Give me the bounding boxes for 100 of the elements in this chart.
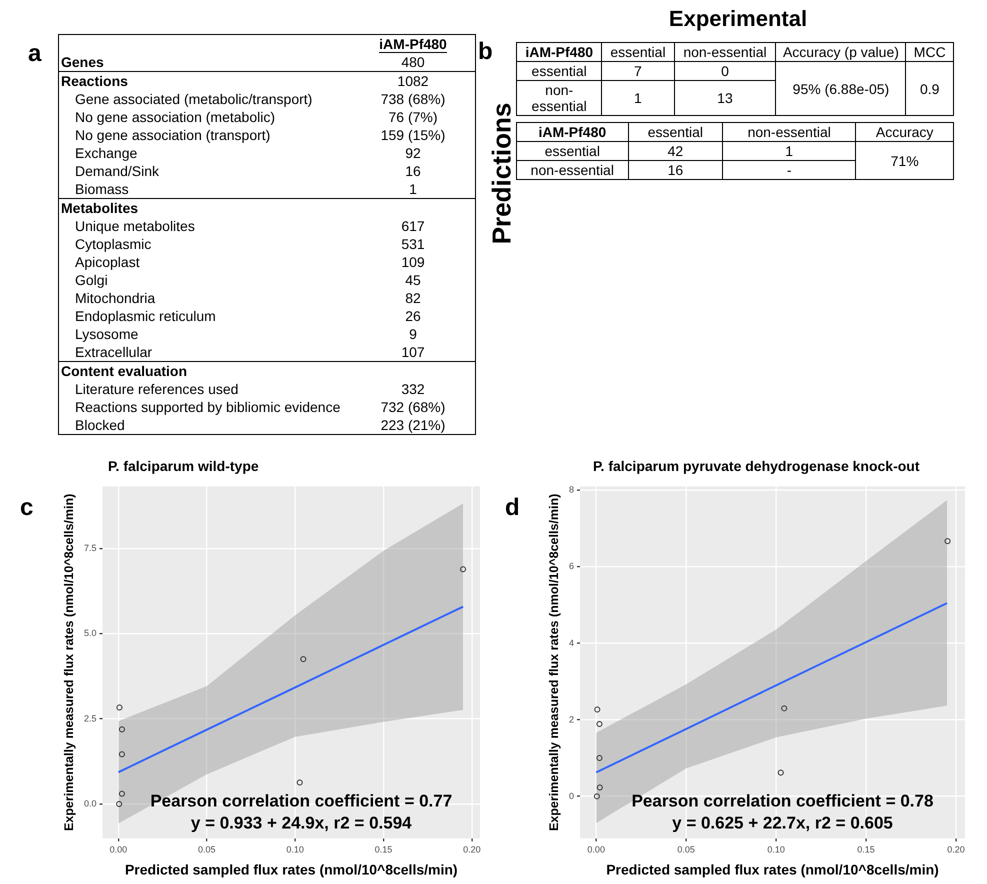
text: 0.9 <box>920 80 940 96</box>
category-label: Accuracy <box>876 124 934 140</box>
category-label: Gene associated (metabolic/transport) <box>75 91 312 107</box>
text: Predictions <box>486 102 518 244</box>
x-tick-label: 0.20 <box>947 844 965 854</box>
text: 223 (21%) <box>380 417 446 433</box>
text: 13 <box>717 90 733 106</box>
text: d <box>505 494 520 522</box>
text: 738 (68%) <box>380 91 446 107</box>
category-label: Biomass <box>75 181 129 197</box>
text: 0 <box>721 63 729 79</box>
point <box>118 751 125 758</box>
text: 1 <box>634 90 642 106</box>
point <box>596 721 602 727</box>
category-label: Lysosome <box>75 326 138 342</box>
y-axis-title: Experimentally measured flux rates (nmol/10^8cells/min) <box>546 494 561 832</box>
y-tick-label: 7.5 <box>84 542 97 553</box>
x-tick-label: 0.15 <box>374 844 392 854</box>
category-label: Cytoplasmic <box>75 236 152 252</box>
point <box>118 790 125 797</box>
text: Experimental <box>668 6 808 32</box>
category-label: non-essential <box>530 162 614 178</box>
point <box>596 755 602 762</box>
category-label: Reactions supported by bibliomic evidence <box>75 399 340 415</box>
text: 45 <box>405 272 421 288</box>
category-label: Genes <box>61 54 104 70</box>
point <box>118 726 125 732</box>
category-label: Endoplasmic reticulum <box>75 308 216 324</box>
category-label: essential <box>544 143 600 159</box>
text: 1 <box>785 143 794 159</box>
point <box>116 800 122 807</box>
x-tick-label: 0.05 <box>198 844 216 854</box>
y-tick-label: 2.5 <box>84 713 97 724</box>
x-axis-title: Predicted sampled flux rates (nmol/10^8cells/min) <box>606 861 939 878</box>
text: 16 <box>405 163 421 179</box>
x-tick-label: 0.10 <box>767 844 785 854</box>
text: a <box>28 40 42 68</box>
y-tick-label: 0 <box>568 790 574 801</box>
category-label: No gene association (transport) <box>75 127 270 143</box>
text: 95% (6.88e-05) <box>792 80 890 96</box>
point <box>596 784 603 791</box>
text: 92 <box>405 145 421 161</box>
point <box>300 656 306 662</box>
category-label: Metabolites <box>61 200 138 216</box>
text: 9 <box>409 326 417 342</box>
y-tick-label: 4 <box>568 638 574 648</box>
x-tick-label: 0.10 <box>286 844 304 854</box>
x-axis-title: Predicted sampled flux rates (nmol/10^8cells/min) <box>124 861 458 878</box>
chart-title: P. falciparum pyruvate dehydrogenase knock-out <box>593 458 921 476</box>
y-axis-title: Experimentally measured flux rates (nmol/10^8cells/min) <box>62 494 76 832</box>
category-label: iAM-Pf480 <box>379 36 447 53</box>
text: - <box>786 162 792 178</box>
category-label: essential <box>532 63 587 79</box>
category-label: non-essential <box>683 44 767 60</box>
text: 1082 <box>397 73 429 89</box>
y-tick-label: 6 <box>568 561 574 572</box>
category-label: Reactions <box>61 73 128 89</box>
y-tick-label: 5.0 <box>84 628 97 638</box>
category-label: Golgi <box>75 272 108 288</box>
text: 7 <box>634 63 642 79</box>
x-tick-label: 0.15 <box>857 844 875 854</box>
category-label: Content evaluation <box>61 363 188 379</box>
category-label: No gene association (metabolic) <box>75 109 275 125</box>
y-tick-label: 8 <box>568 484 574 495</box>
category-label: Unique metabolites <box>75 218 195 234</box>
y-tick-label: 0.0 <box>84 798 97 808</box>
point <box>778 770 784 776</box>
text: 82 <box>405 290 421 306</box>
category-label: Exchange <box>75 145 138 161</box>
annotation: y = 0.625 + 22.7x, r2 = 0.605 <box>672 813 893 832</box>
text: 16 <box>668 162 684 178</box>
point <box>460 566 466 572</box>
line-series <box>117 606 464 774</box>
category-label: Mitochondria <box>75 290 156 306</box>
text: 531 <box>401 236 425 252</box>
text: 617 <box>401 218 425 234</box>
text: 332 <box>401 381 425 397</box>
text: 107 <box>401 344 425 360</box>
category-label: Demand/Sink <box>75 163 160 179</box>
x-tick-label: 0.20 <box>463 844 481 854</box>
category-label: iAM-Pf480 <box>516 122 628 142</box>
x-tick-label: 0.05 <box>677 844 695 854</box>
category-label: non-essential <box>532 82 587 114</box>
text: 42 <box>668 143 684 159</box>
category-label: Accuracy (p value) <box>782 44 899 60</box>
annotation: Pearson correlation coefficient = 0.78 <box>632 791 934 810</box>
text: 109 <box>401 254 425 270</box>
text: c <box>20 494 34 522</box>
text: 76 (7%) <box>388 109 438 125</box>
category-label: Literature references used <box>75 381 238 397</box>
y-tick-label: 2 <box>568 714 574 724</box>
text: 159 (15%) <box>380 127 446 143</box>
category-label: Apicoplast <box>75 254 140 270</box>
category-label: Blocked <box>75 417 125 433</box>
text: 480 <box>401 54 425 70</box>
point <box>944 538 951 544</box>
line-series <box>595 602 948 774</box>
point <box>296 780 303 786</box>
text: 71% <box>890 152 919 168</box>
category-label: MCC <box>914 44 946 60</box>
